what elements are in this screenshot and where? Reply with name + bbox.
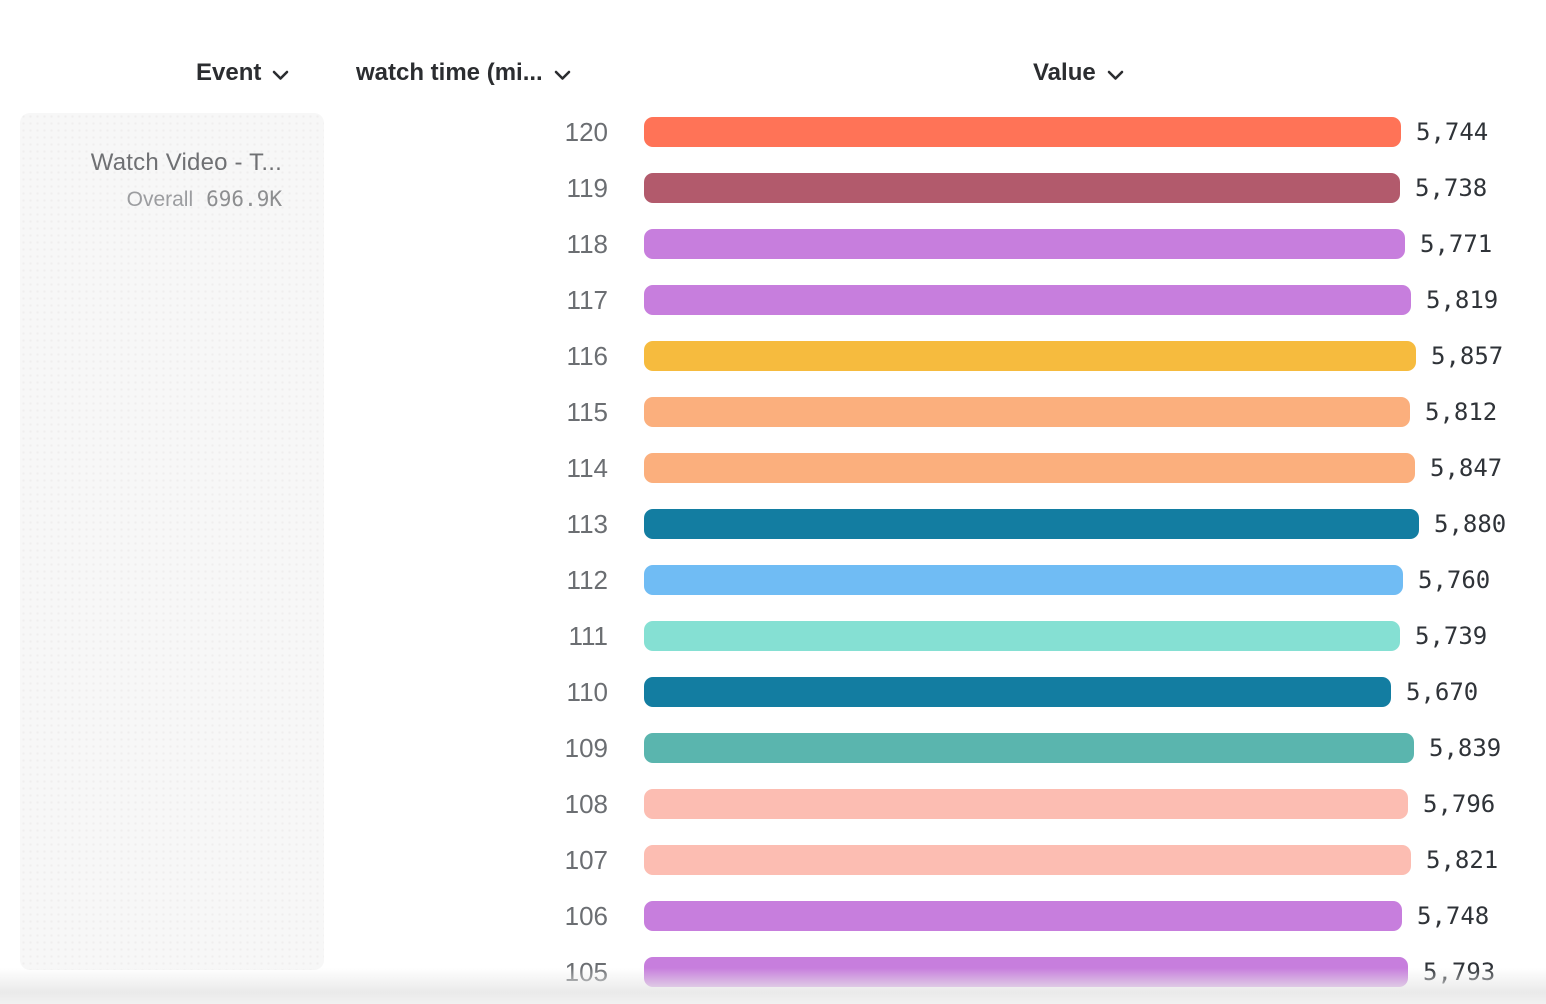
- bar-category-label: 118: [566, 229, 608, 259]
- bar-value-label: 5,839: [1429, 734, 1502, 762]
- bar-category-label: 114: [566, 453, 608, 483]
- column-header-value[interactable]: Value: [1033, 58, 1124, 88]
- bar-110[interactable]: [644, 677, 1391, 707]
- bar-107[interactable]: [644, 845, 1411, 875]
- bar-category-label: 108: [564, 789, 608, 819]
- bar-115[interactable]: [644, 397, 1410, 427]
- bar-120[interactable]: [644, 117, 1401, 147]
- bar-value-label: 5,738: [1415, 174, 1488, 202]
- bar-category-label: 111: [568, 621, 608, 651]
- bar-value-label: 5,771: [1420, 230, 1493, 258]
- chevron-down-icon: [554, 70, 571, 80]
- bar-category-label: 116: [566, 341, 608, 371]
- bar-category-label: 109: [564, 733, 608, 763]
- bar-category-label: 120: [564, 117, 608, 147]
- event-name: Watch Video - T...: [90, 149, 282, 176]
- bar-114[interactable]: [644, 453, 1415, 483]
- bar-value-label: 5,812: [1425, 398, 1498, 426]
- bar-116[interactable]: [644, 341, 1416, 371]
- chevron-down-icon: [1107, 70, 1124, 80]
- bar-value-label: 5,819: [1426, 286, 1499, 314]
- bar-value-label: 5,748: [1417, 902, 1490, 930]
- column-header-event[interactable]: Event: [196, 58, 289, 88]
- bar-value-label: 5,857: [1431, 342, 1504, 370]
- event-series-card[interactable]: Watch Video - T... Overall 696.9K: [20, 113, 324, 970]
- bar-value-label: 5,739: [1415, 622, 1488, 650]
- bar-value-label: 5,793: [1423, 958, 1496, 986]
- bar-109[interactable]: [644, 733, 1414, 763]
- bar-category-label: 115: [566, 397, 608, 427]
- bar-106[interactable]: [644, 901, 1402, 931]
- bar-category-label: 107: [564, 845, 608, 875]
- column-header-watch-time[interactable]: watch time (mi...: [356, 58, 571, 88]
- bar-112[interactable]: [644, 565, 1403, 595]
- bar-value-label: 5,847: [1430, 454, 1503, 482]
- bar-category-label: 105: [564, 957, 608, 987]
- bar-value-label: 5,670: [1406, 678, 1479, 706]
- bar-value-label: 5,760: [1418, 566, 1491, 594]
- bar-category-label: 117: [566, 285, 608, 315]
- event-series-summary: Watch Video - T... Overall 696.9K: [91, 149, 282, 212]
- bar-category-label: 112: [566, 565, 608, 595]
- bar-118[interactable]: [644, 229, 1405, 259]
- bar-category-label: 106: [564, 901, 608, 931]
- column-header-label: Event: [196, 59, 262, 86]
- bar-119[interactable]: [644, 173, 1400, 203]
- bar-117[interactable]: [644, 285, 1411, 315]
- overall-value: 696.9K: [206, 187, 282, 211]
- overall-label: Overall: [126, 188, 194, 211]
- bar-108[interactable]: [644, 789, 1408, 819]
- bar-category-label: 119: [566, 173, 608, 203]
- bar-value-label: 5,744: [1416, 118, 1489, 146]
- bar-category-label: 113: [566, 509, 608, 539]
- bar-111[interactable]: [644, 621, 1400, 651]
- column-header-label: Value: [1033, 59, 1096, 86]
- bar-113[interactable]: [644, 509, 1419, 539]
- column-header-label: watch time (mi...: [356, 59, 543, 86]
- bar-value-label: 5,880: [1434, 510, 1507, 538]
- chevron-down-icon: [273, 70, 289, 80]
- bar-value-label: 5,821: [1426, 846, 1499, 874]
- bar-category-label: 110: [566, 677, 608, 707]
- bar-value-label: 5,796: [1423, 790, 1496, 818]
- bar-105[interactable]: [644, 957, 1408, 987]
